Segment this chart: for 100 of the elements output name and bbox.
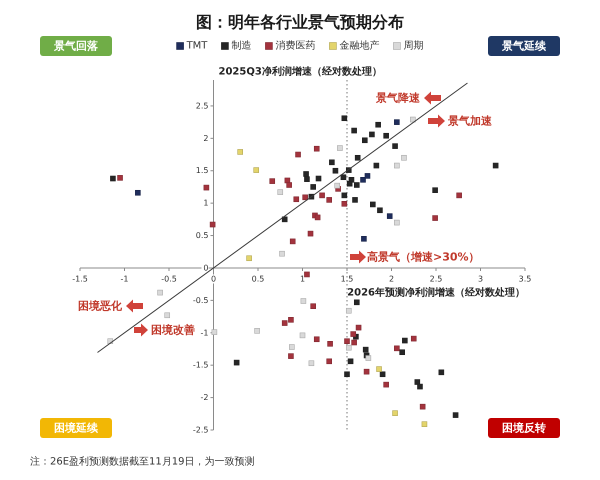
point	[308, 360, 314, 366]
point	[350, 331, 356, 337]
point	[316, 176, 322, 182]
point	[290, 238, 296, 244]
point	[344, 338, 350, 344]
point	[344, 371, 350, 378]
point	[282, 216, 288, 222]
annotation: 景气加速	[447, 114, 493, 128]
legend-label: 制造	[231, 40, 252, 52]
y-axis-title: 2025Q3净利润增速（经对数处理）	[218, 66, 382, 78]
point	[374, 162, 380, 168]
x-tick-label: 1	[300, 274, 306, 284]
point	[362, 346, 368, 352]
point	[380, 371, 386, 378]
point	[314, 146, 320, 152]
ref-line-label: 高景气（增速>30%）	[367, 250, 480, 264]
point	[351, 340, 357, 346]
point	[383, 382, 389, 388]
point	[234, 360, 240, 366]
point	[293, 196, 300, 202]
point	[295, 152, 301, 158]
point	[342, 200, 348, 207]
y-tick-label: 0	[203, 263, 208, 272]
point	[342, 115, 348, 122]
y-tick-label: 2	[203, 134, 208, 143]
y-tick-label: -0.5	[192, 296, 208, 305]
point	[438, 370, 444, 376]
annotation: 困境恶化	[78, 300, 123, 312]
point	[366, 355, 372, 361]
annotation: 困境反转	[502, 422, 546, 434]
point	[334, 182, 340, 188]
point	[432, 187, 438, 193]
point	[288, 353, 294, 359]
point	[304, 176, 310, 182]
point	[348, 358, 354, 364]
y-tick-label: -1	[200, 328, 208, 338]
point	[326, 197, 332, 203]
point	[394, 119, 400, 125]
point	[352, 197, 358, 203]
point	[326, 358, 332, 364]
point	[277, 189, 284, 195]
point	[289, 344, 295, 350]
annotation: 景气降速	[375, 92, 421, 104]
point	[246, 255, 252, 262]
point	[383, 132, 389, 139]
point	[401, 154, 407, 161]
y-tick-label: -1.5	[192, 360, 208, 370]
point	[392, 410, 398, 416]
point	[279, 250, 285, 257]
point	[492, 162, 498, 168]
legend-label: TMT	[186, 40, 208, 52]
point	[361, 236, 367, 242]
point	[329, 160, 335, 166]
point	[319, 192, 325, 198]
point	[410, 336, 417, 342]
quadrant-label: 景气回落	[40, 36, 112, 56]
x-tick-label: 2	[388, 274, 394, 284]
x-tick-label: -1.5	[72, 274, 88, 284]
point	[364, 173, 370, 179]
point	[337, 145, 343, 151]
point	[417, 384, 423, 390]
point	[314, 214, 320, 220]
legend-label: 消费医药	[275, 40, 316, 52]
quadrant-label: 景气延续	[488, 36, 560, 56]
point	[302, 194, 308, 200]
point	[356, 324, 362, 330]
point	[354, 182, 360, 188]
point	[288, 317, 294, 323]
point	[332, 168, 338, 174]
point	[135, 190, 141, 196]
point	[300, 332, 306, 338]
point	[402, 338, 408, 344]
point	[237, 149, 243, 155]
y-tick-label: 1.5	[196, 166, 208, 176]
point	[364, 368, 370, 374]
point	[370, 202, 376, 208]
legend-label: 金融地产	[339, 40, 380, 52]
point	[284, 178, 290, 184]
point	[420, 404, 426, 410]
point	[362, 137, 368, 144]
y-tick-label: 1	[203, 198, 208, 208]
point	[346, 180, 352, 187]
point	[204, 184, 210, 190]
point	[340, 174, 346, 180]
annotation: 困境延续	[54, 422, 99, 434]
point	[164, 312, 170, 318]
point	[354, 300, 360, 306]
point	[399, 349, 405, 356]
point	[432, 215, 438, 221]
text: 注：26E盈利预测数据截至11月19日，为一致预测	[30, 456, 254, 468]
y-tick-label: -2	[200, 393, 208, 402]
point	[375, 122, 381, 128]
point	[157, 290, 163, 296]
annotation: 困境改善	[151, 324, 195, 336]
y-tick-label: 0.5	[196, 231, 208, 240]
point	[394, 162, 400, 168]
point	[422, 421, 428, 427]
point	[351, 128, 357, 134]
x-tick-label: 0	[210, 274, 216, 284]
x-tick-label: -1	[120, 274, 128, 284]
